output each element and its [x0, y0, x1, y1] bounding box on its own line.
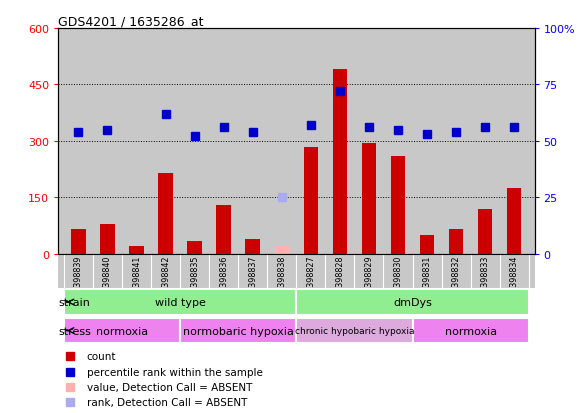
Bar	[245, 239, 260, 254]
Text: GSM398829: GSM398829	[364, 255, 374, 304]
Bar	[420, 235, 435, 254]
Bar	[180, 318, 296, 344]
Bar	[64, 318, 180, 344]
Text: GSM398840: GSM398840	[103, 255, 112, 303]
Bar	[303, 147, 318, 254]
Bar	[71, 230, 86, 254]
Text: GSM398834: GSM398834	[510, 255, 519, 303]
Bar	[361, 143, 376, 254]
Bar	[100, 224, 115, 254]
Text: strain: strain	[59, 297, 91, 307]
Bar	[275, 247, 289, 254]
Text: percentile rank within the sample: percentile rank within the sample	[87, 367, 263, 377]
Text: GSM398842: GSM398842	[161, 255, 170, 303]
Text: GSM398838: GSM398838	[277, 255, 286, 303]
Text: GSM398827: GSM398827	[306, 255, 315, 304]
Bar	[413, 318, 529, 344]
Text: GDS4201 / 1635286_at: GDS4201 / 1635286_at	[58, 15, 203, 28]
Text: value, Detection Call = ABSENT: value, Detection Call = ABSENT	[87, 382, 252, 392]
Text: count: count	[87, 351, 116, 361]
Bar	[64, 290, 296, 315]
Bar	[217, 205, 231, 254]
Text: GSM398839: GSM398839	[74, 255, 83, 303]
Text: normoxia: normoxia	[444, 326, 497, 336]
Bar	[296, 318, 413, 344]
Text: normoxia: normoxia	[96, 326, 148, 336]
Bar	[391, 157, 406, 254]
Text: GSM398831: GSM398831	[422, 255, 432, 303]
Bar	[130, 247, 144, 254]
Bar	[296, 290, 529, 315]
Bar	[449, 230, 464, 254]
Text: GSM398833: GSM398833	[480, 255, 490, 303]
Text: chronic hypobaric hypoxia: chronic hypobaric hypoxia	[295, 326, 414, 335]
Text: GSM398828: GSM398828	[335, 255, 345, 303]
Bar	[332, 70, 347, 254]
Bar	[507, 188, 522, 254]
Bar	[478, 209, 493, 254]
Text: GSM398841: GSM398841	[132, 255, 141, 303]
Text: GSM398830: GSM398830	[393, 255, 403, 303]
Text: rank, Detection Call = ABSENT: rank, Detection Call = ABSENT	[87, 397, 247, 408]
Text: GSM398832: GSM398832	[451, 255, 461, 303]
Text: GSM398836: GSM398836	[219, 255, 228, 303]
Text: stress: stress	[59, 326, 92, 336]
Text: wild type: wild type	[155, 297, 206, 307]
Text: GSM398835: GSM398835	[190, 255, 199, 303]
Text: normobaric hypoxia: normobaric hypoxia	[183, 326, 293, 336]
Bar	[187, 241, 202, 254]
Bar	[158, 173, 173, 254]
Text: GSM398837: GSM398837	[248, 255, 257, 303]
Text: dmDys: dmDys	[393, 297, 432, 307]
